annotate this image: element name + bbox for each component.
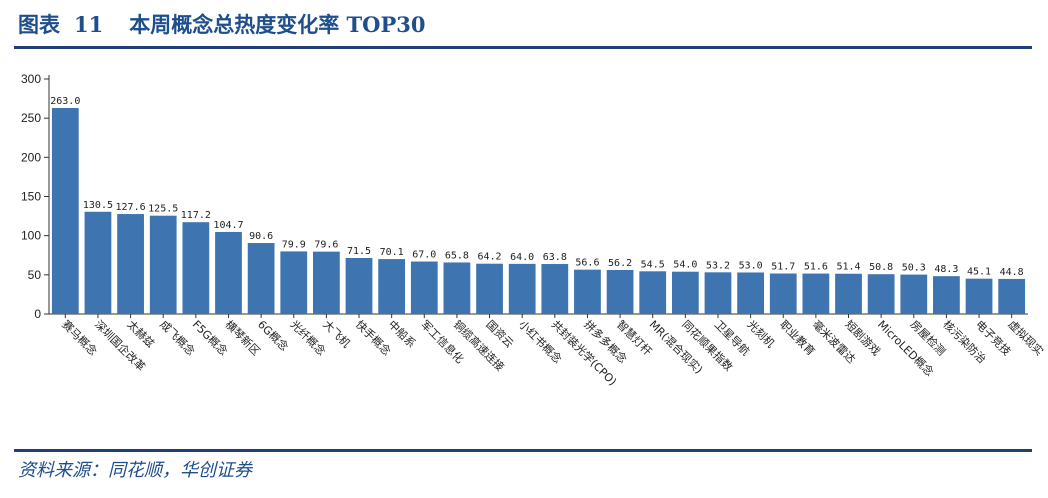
bar-value-label: 125.5	[148, 204, 178, 215]
bar	[900, 274, 928, 314]
bar-value-label: 50.3	[902, 263, 926, 274]
bar	[410, 261, 438, 314]
bar	[508, 263, 536, 314]
bar-value-label: 79.9	[282, 239, 306, 250]
bar	[933, 276, 960, 314]
bar-value-label: 71.5	[347, 246, 371, 257]
x-category-label: F5G概念	[190, 317, 231, 358]
source-note: 资料来源：同花顺，华创证券	[18, 460, 252, 481]
bar	[867, 274, 895, 314]
bar	[574, 269, 601, 314]
y-tick-label: 200	[21, 150, 41, 164]
bar-value-label: 53.0	[739, 260, 763, 271]
bar	[378, 259, 406, 314]
bar	[965, 278, 993, 314]
bar	[313, 251, 340, 314]
bar-value-label: 79.6	[314, 240, 338, 251]
bar	[247, 243, 275, 314]
bar-value-label: 63.8	[543, 252, 567, 263]
bar	[280, 251, 308, 314]
bar-value-label: 65.8	[445, 250, 469, 261]
bar-value-label: 70.1	[380, 247, 404, 258]
bar-value-label: 54.0	[673, 260, 697, 271]
bar	[149, 215, 177, 314]
bar-value-label: 48.3	[934, 264, 958, 275]
y-tick-label: 250	[21, 111, 41, 125]
x-category-label: 光纤概念	[288, 317, 329, 358]
y-tick-label: 300	[21, 72, 41, 86]
bar	[639, 271, 667, 314]
bar	[606, 269, 634, 314]
bar	[182, 222, 210, 314]
figure-label: 图表	[18, 12, 60, 37]
bar	[443, 262, 471, 314]
bar	[704, 272, 732, 314]
bar-value-label: 56.2	[608, 258, 632, 269]
bar-value-label: 117.2	[181, 210, 211, 221]
bar-value-label: 130.5	[83, 200, 113, 211]
bar-value-label: 67.0	[412, 250, 436, 261]
bar-value-label: 51.6	[804, 262, 828, 273]
bar	[51, 107, 79, 314]
chart-title: 本周概念总热度变化率 TOP30	[129, 12, 426, 37]
bar	[998, 278, 1026, 314]
bar-value-label: 54.5	[641, 259, 665, 270]
bar-value-label: 56.6	[575, 258, 599, 269]
x-category-label: 成飞概念	[157, 317, 198, 358]
bar	[802, 273, 830, 314]
bar-value-label: 50.8	[869, 262, 893, 273]
bar	[84, 211, 112, 314]
bar	[541, 264, 569, 314]
bar	[215, 231, 242, 314]
figure-title: 图表 11 本周概念总热度变化率 TOP30	[18, 6, 425, 42]
bar-value-label: 127.6	[116, 202, 146, 213]
y-tick-label: 100	[21, 229, 41, 243]
bar-value-label: 51.7	[771, 262, 795, 273]
x-category-label: 职业教育	[777, 317, 818, 358]
x-category-label: MicroLED概念	[875, 317, 937, 379]
figure-number: 11	[74, 11, 104, 37]
bar	[117, 214, 144, 314]
x-category-label: 虚拟现实	[1006, 317, 1047, 358]
bar-value-label: 51.4	[836, 262, 860, 273]
bar	[835, 273, 862, 314]
bar-value-label: 90.6	[249, 231, 273, 242]
y-tick-label: 0	[34, 307, 41, 321]
bar	[671, 271, 699, 314]
bar	[345, 257, 373, 314]
bar-chart: 050100150200250300263.0赛马概念130.5深圳国企改革12…	[21, 72, 1047, 388]
bar	[769, 273, 797, 314]
bar	[476, 263, 503, 314]
bar-value-label: 104.7	[213, 220, 243, 231]
bar	[737, 272, 764, 314]
bar-value-label: 44.8	[1000, 267, 1024, 278]
x-category-label: 赛马概念	[59, 317, 100, 358]
x-category-label: 快手概念	[353, 317, 394, 358]
bottom-divider	[14, 449, 1032, 452]
x-category-label: 横琴新区	[222, 317, 263, 358]
top-divider	[14, 46, 1032, 49]
bar-value-label: 64.2	[478, 252, 502, 263]
bar-value-label: 64.0	[510, 252, 534, 263]
bar-value-label: 263.0	[50, 96, 80, 107]
bar-value-label: 45.1	[967, 267, 991, 278]
y-tick-label: 150	[21, 190, 41, 204]
bar-value-label: 53.2	[706, 260, 730, 271]
y-tick-label: 50	[28, 268, 42, 282]
